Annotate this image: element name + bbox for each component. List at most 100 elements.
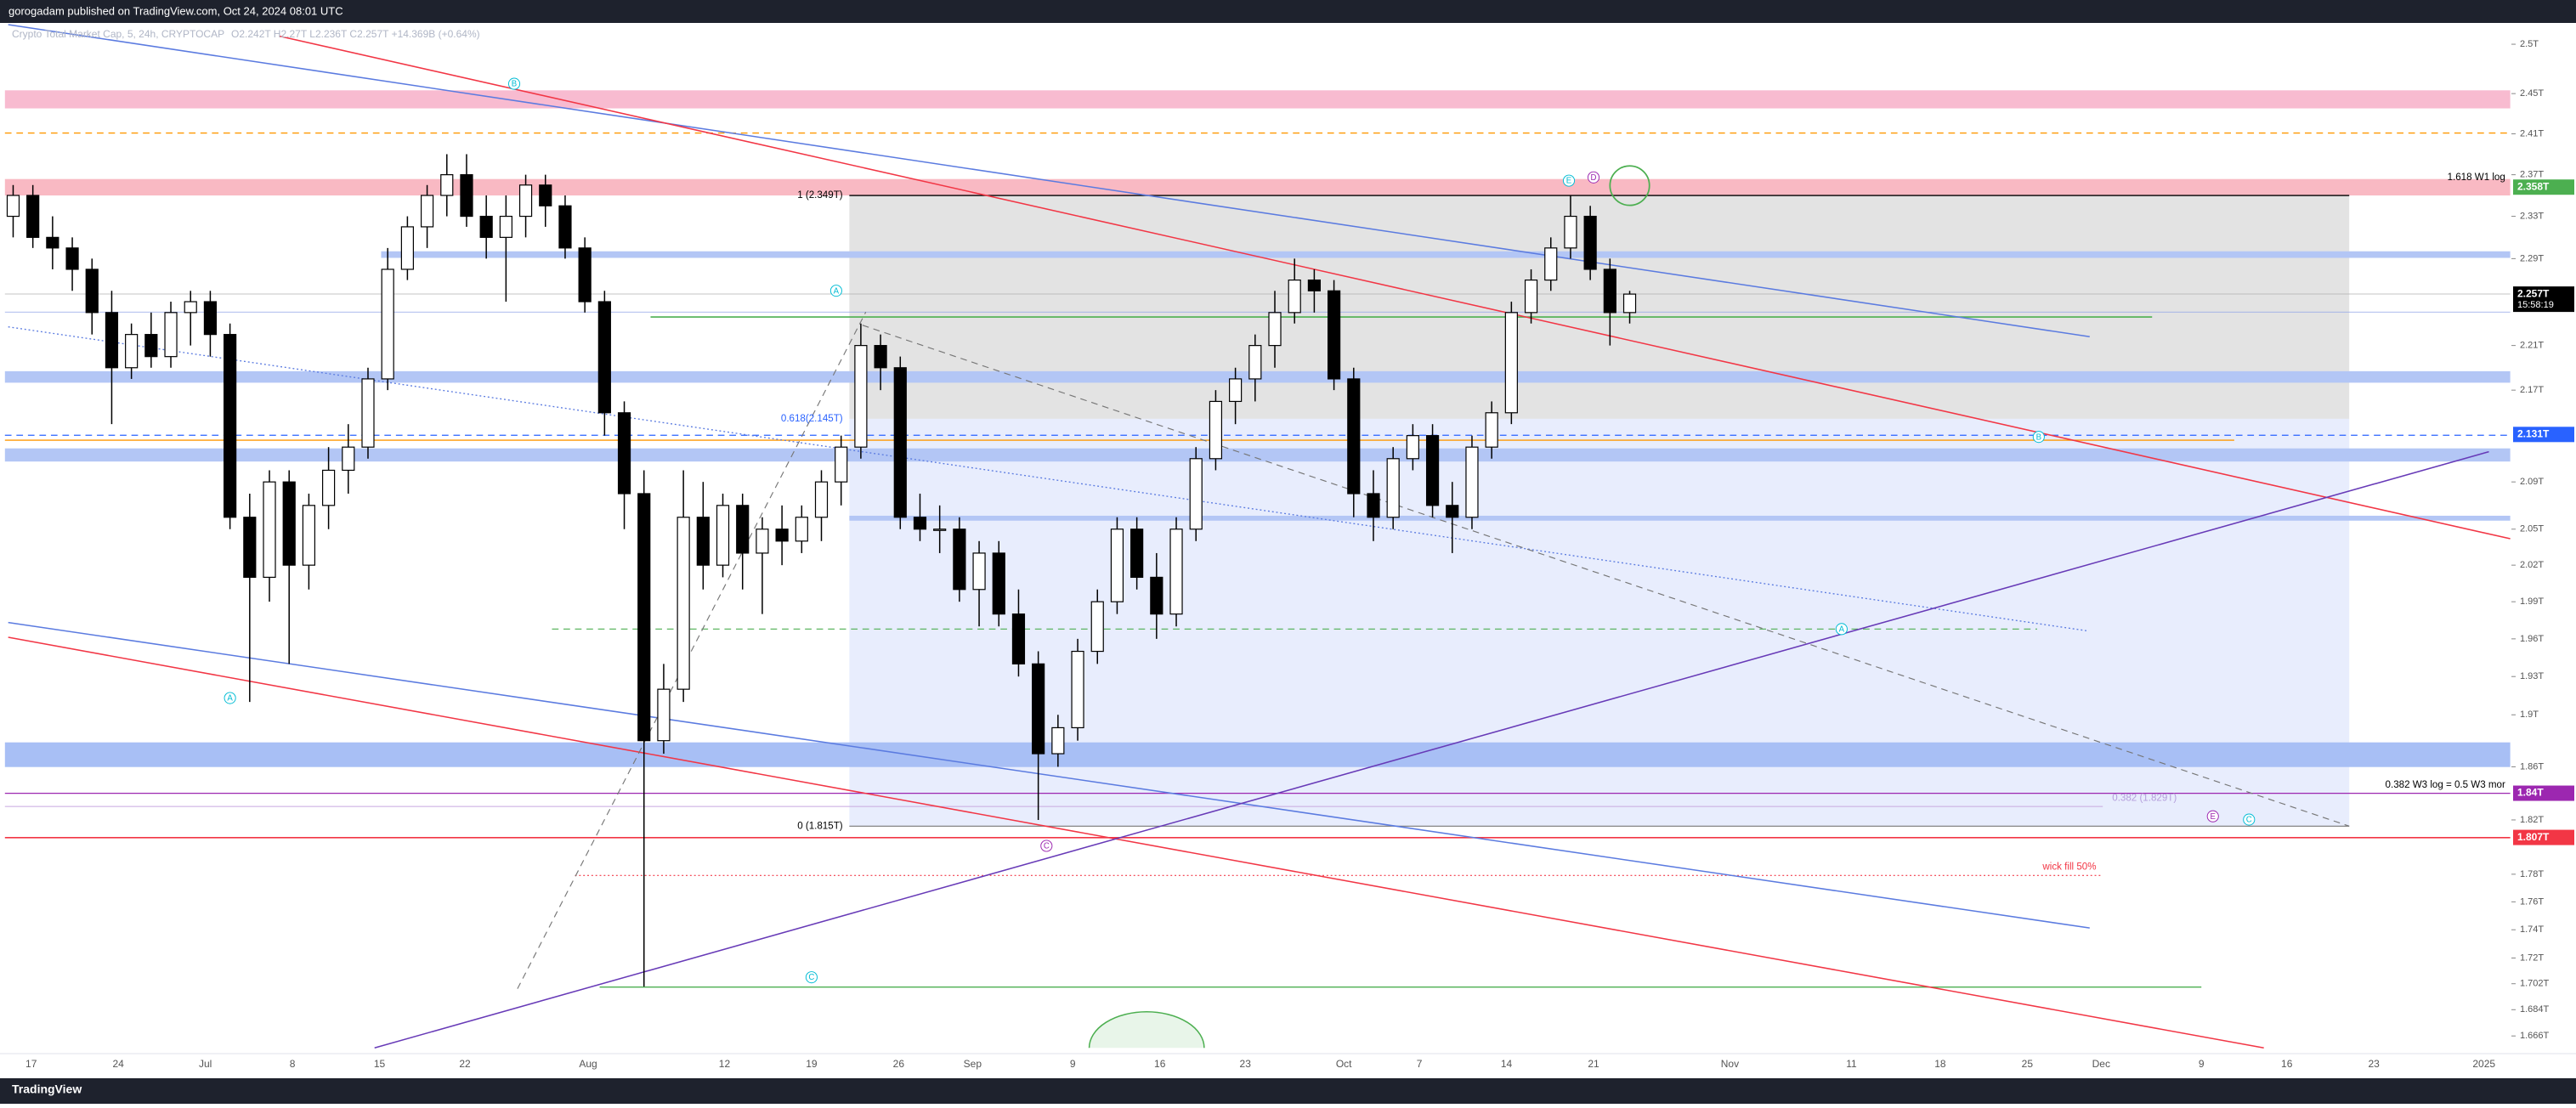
- candle-body: [203, 301, 218, 336]
- price-badge: [2513, 829, 2574, 845]
- trendline: [8, 636, 2264, 1049]
- candle-body: [814, 481, 829, 518]
- candle-body: [85, 269, 99, 314]
- price-badge-label: 1.84T: [2517, 787, 2544, 799]
- highlight-circle: [1609, 165, 1650, 206]
- price-badge: [2513, 286, 2574, 313]
- x-tick-label: Aug: [579, 1058, 597, 1070]
- candle-body: [696, 517, 710, 566]
- candle-body: [1051, 726, 1065, 755]
- wave-label: C: [2246, 816, 2252, 825]
- candle-body: [756, 529, 769, 554]
- x-tick-label: 7: [1417, 1058, 1423, 1070]
- annotation: 0.382 W3 log = 0.5 W3 mor: [2386, 780, 2505, 790]
- candle-body: [893, 367, 907, 518]
- highlight-arc: [1088, 1010, 1205, 1049]
- candle-body: [775, 529, 789, 542]
- fib-box: [849, 195, 2350, 419]
- trendline: [8, 621, 2090, 929]
- candles: [6, 154, 1637, 987]
- brand: TradingView: [12, 1083, 82, 1096]
- candle-body: [578, 247, 592, 302]
- candle-body: [597, 301, 611, 414]
- candle-body: [1189, 458, 1203, 530]
- wave-label: B: [2036, 432, 2041, 442]
- x-tick-label: 12: [719, 1058, 731, 1070]
- y-tick-label: 2.09T: [2520, 477, 2544, 487]
- annotation: 1 (2.349T): [797, 190, 843, 201]
- price-badge-label: 2.358T: [2517, 180, 2550, 192]
- wave-marker: [829, 285, 842, 297]
- candle-body: [400, 226, 414, 270]
- wave-marker: [2032, 431, 2045, 444]
- wave-marker: [805, 971, 818, 984]
- candle-body: [1032, 663, 1045, 755]
- y-tick-label: 2.33T: [2520, 211, 2544, 221]
- wave-label: B: [512, 80, 517, 89]
- x-tick-label: 25: [2022, 1058, 2034, 1070]
- candle-body: [1583, 215, 1597, 270]
- x-tick-label: 9: [2199, 1058, 2205, 1070]
- date-axis: 17 24 Jul 8 15 22 Aug 12 19 26 Sep 9 16 23 Oct 7 14 21 Nov…: [25, 1058, 2495, 1070]
- candle-body: [282, 481, 296, 566]
- wave-marker: [224, 692, 236, 704]
- y-tick-label: 1.93T: [2520, 671, 2544, 681]
- candle-body: [224, 334, 237, 518]
- x-tick-label: 17: [25, 1058, 37, 1070]
- wave-marker: [1562, 174, 1576, 187]
- x-tick-label: 22: [459, 1058, 471, 1070]
- x-tick-label: 19: [806, 1058, 818, 1070]
- candle-body: [795, 517, 808, 542]
- wave-label: C: [1044, 842, 1050, 851]
- candle-body: [342, 446, 355, 472]
- x-tick-label: 14: [1501, 1058, 1513, 1070]
- price-badge: [2513, 179, 2574, 195]
- price-badge-label: 2.257T: [2517, 287, 2550, 299]
- annotation: wick fill 50%: [2041, 862, 2096, 873]
- wave-marker: [1835, 623, 1848, 636]
- wave-label: A: [834, 286, 840, 296]
- candle-body: [558, 205, 572, 249]
- candle-body: [46, 236, 59, 249]
- candle-body: [1347, 378, 1361, 495]
- y-tick-label: 2.05T: [2520, 524, 2544, 534]
- y-tick-label: 1.666T: [2520, 1031, 2550, 1041]
- candle-body: [460, 174, 473, 218]
- candle-body: [1446, 505, 1459, 518]
- candle-body: [972, 552, 986, 591]
- price-badge-label: 2.131T: [2517, 427, 2550, 439]
- candle-body: [243, 517, 257, 579]
- candle-body: [184, 301, 197, 314]
- wave-marker: [2243, 813, 2256, 826]
- candle-body: [1150, 576, 1163, 615]
- candle-body: [1071, 650, 1084, 729]
- y-tick-label: 1.684T: [2520, 1004, 2550, 1015]
- candle-body: [144, 334, 158, 358]
- wave-marker: [1040, 839, 1053, 852]
- candle-body: [1524, 279, 1538, 314]
- annotation: 0.382 (1.829T): [2112, 794, 2177, 804]
- candle-body: [1248, 345, 1262, 380]
- zone: [381, 251, 2511, 258]
- x-tick-label: Oct: [1336, 1058, 1352, 1070]
- candle-body: [677, 517, 690, 690]
- candle-body: [933, 529, 947, 531]
- x-tick-label: 2025: [2472, 1058, 2495, 1070]
- y-tick-label: 1.86T: [2520, 761, 2544, 772]
- candle-body: [479, 215, 493, 238]
- candle-body: [1564, 215, 1577, 249]
- annotation: 0.618(2.145T): [781, 414, 843, 424]
- annotation: 0 (1.815T): [797, 821, 843, 831]
- price-badge: [2513, 785, 2574, 801]
- candle-body: [539, 184, 552, 206]
- wave-label: E: [2211, 812, 2216, 822]
- candle-body: [6, 195, 20, 218]
- wave-label: D: [1591, 173, 1597, 183]
- annotation: 1.618 W1 log: [2448, 172, 2505, 183]
- y-tick-label: 2.5T: [2520, 39, 2539, 49]
- annotations: 1.618 W1 log 1 (2.349T) 0.618(2.145T) 0 …: [781, 172, 2505, 873]
- wave-label: C: [808, 973, 814, 982]
- x-tick-label: 23: [2369, 1058, 2381, 1070]
- candle-body: [1485, 412, 1498, 448]
